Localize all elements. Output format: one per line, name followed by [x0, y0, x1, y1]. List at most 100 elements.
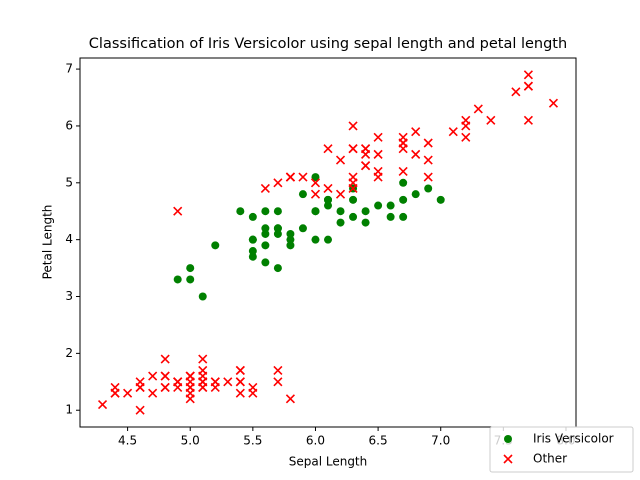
point	[261, 229, 270, 238]
point	[323, 144, 333, 154]
point	[135, 405, 145, 415]
point	[286, 241, 295, 250]
point	[97, 399, 108, 410]
point	[311, 235, 320, 244]
point	[348, 121, 358, 131]
point	[311, 173, 320, 182]
point	[160, 382, 170, 393]
point	[336, 218, 345, 227]
point	[211, 241, 220, 250]
point	[399, 212, 408, 221]
point	[423, 138, 433, 148]
point	[273, 229, 282, 238]
point	[285, 172, 295, 182]
point	[285, 394, 295, 404]
point	[298, 224, 307, 233]
point	[248, 247, 257, 256]
point	[411, 149, 421, 159]
point	[198, 292, 207, 301]
y-tick-label: 3	[65, 289, 73, 303]
point	[324, 195, 332, 204]
point	[373, 149, 383, 159]
point	[461, 132, 471, 142]
point	[173, 377, 183, 387]
point	[361, 149, 371, 159]
x-tick-label: 5.5	[243, 434, 262, 448]
point	[273, 224, 282, 233]
point	[273, 178, 283, 188]
point	[399, 195, 408, 204]
point	[436, 195, 445, 204]
point	[286, 235, 295, 244]
y-tick-label: 7	[65, 62, 73, 76]
point	[298, 172, 308, 182]
y-tick-label: 6	[65, 118, 73, 132]
x-tick-label: 4.5	[118, 434, 137, 448]
point	[386, 212, 395, 221]
point	[248, 212, 257, 221]
point	[235, 377, 245, 387]
point	[411, 127, 421, 137]
legend-label: Iris Versicolor	[533, 432, 614, 446]
y-tick-label: 5	[65, 175, 73, 189]
point	[273, 377, 283, 387]
point	[473, 104, 483, 114]
point	[374, 201, 383, 210]
point	[461, 121, 471, 131]
point	[186, 275, 195, 284]
point	[335, 189, 346, 199]
point	[424, 184, 433, 193]
point	[160, 354, 170, 364]
point	[398, 166, 408, 176]
y-tick-label: 1	[65, 403, 73, 417]
point	[261, 224, 270, 233]
point	[399, 178, 408, 187]
x-tick-label: 6.0	[306, 434, 325, 448]
point	[160, 371, 170, 381]
y-tick-label: 2	[65, 346, 73, 360]
point	[361, 218, 370, 227]
legend-box	[489, 426, 634, 473]
point	[324, 235, 332, 244]
legend-marker	[503, 454, 513, 464]
point	[324, 201, 332, 210]
point	[198, 371, 208, 381]
point	[210, 377, 220, 387]
point	[423, 172, 433, 182]
point	[273, 365, 283, 375]
point	[349, 195, 358, 204]
point	[198, 354, 208, 364]
point	[548, 98, 559, 108]
point	[398, 138, 408, 148]
point	[523, 115, 533, 125]
point	[248, 252, 257, 261]
point	[311, 207, 320, 216]
point	[298, 190, 307, 199]
y-tick-label: 4	[65, 232, 73, 246]
point	[135, 382, 145, 393]
legend-marker	[504, 435, 512, 443]
point	[185, 382, 195, 393]
point	[286, 229, 295, 238]
point	[223, 377, 233, 387]
point	[236, 207, 245, 216]
chart-title: Classification of Iris Versicolor using …	[89, 36, 567, 52]
point	[235, 388, 245, 398]
point	[186, 264, 195, 273]
point	[348, 178, 358, 188]
point	[260, 183, 270, 194]
point	[448, 127, 458, 137]
point	[261, 207, 270, 216]
point	[411, 190, 420, 199]
point	[173, 206, 183, 216]
point	[373, 166, 383, 176]
point	[423, 155, 433, 165]
x-tick-label: 7.0	[431, 434, 450, 448]
point	[386, 201, 395, 210]
point	[148, 371, 158, 381]
point	[511, 87, 521, 97]
x-tick-label: 5.0	[181, 434, 200, 448]
point	[373, 132, 383, 142]
point	[235, 365, 245, 375]
